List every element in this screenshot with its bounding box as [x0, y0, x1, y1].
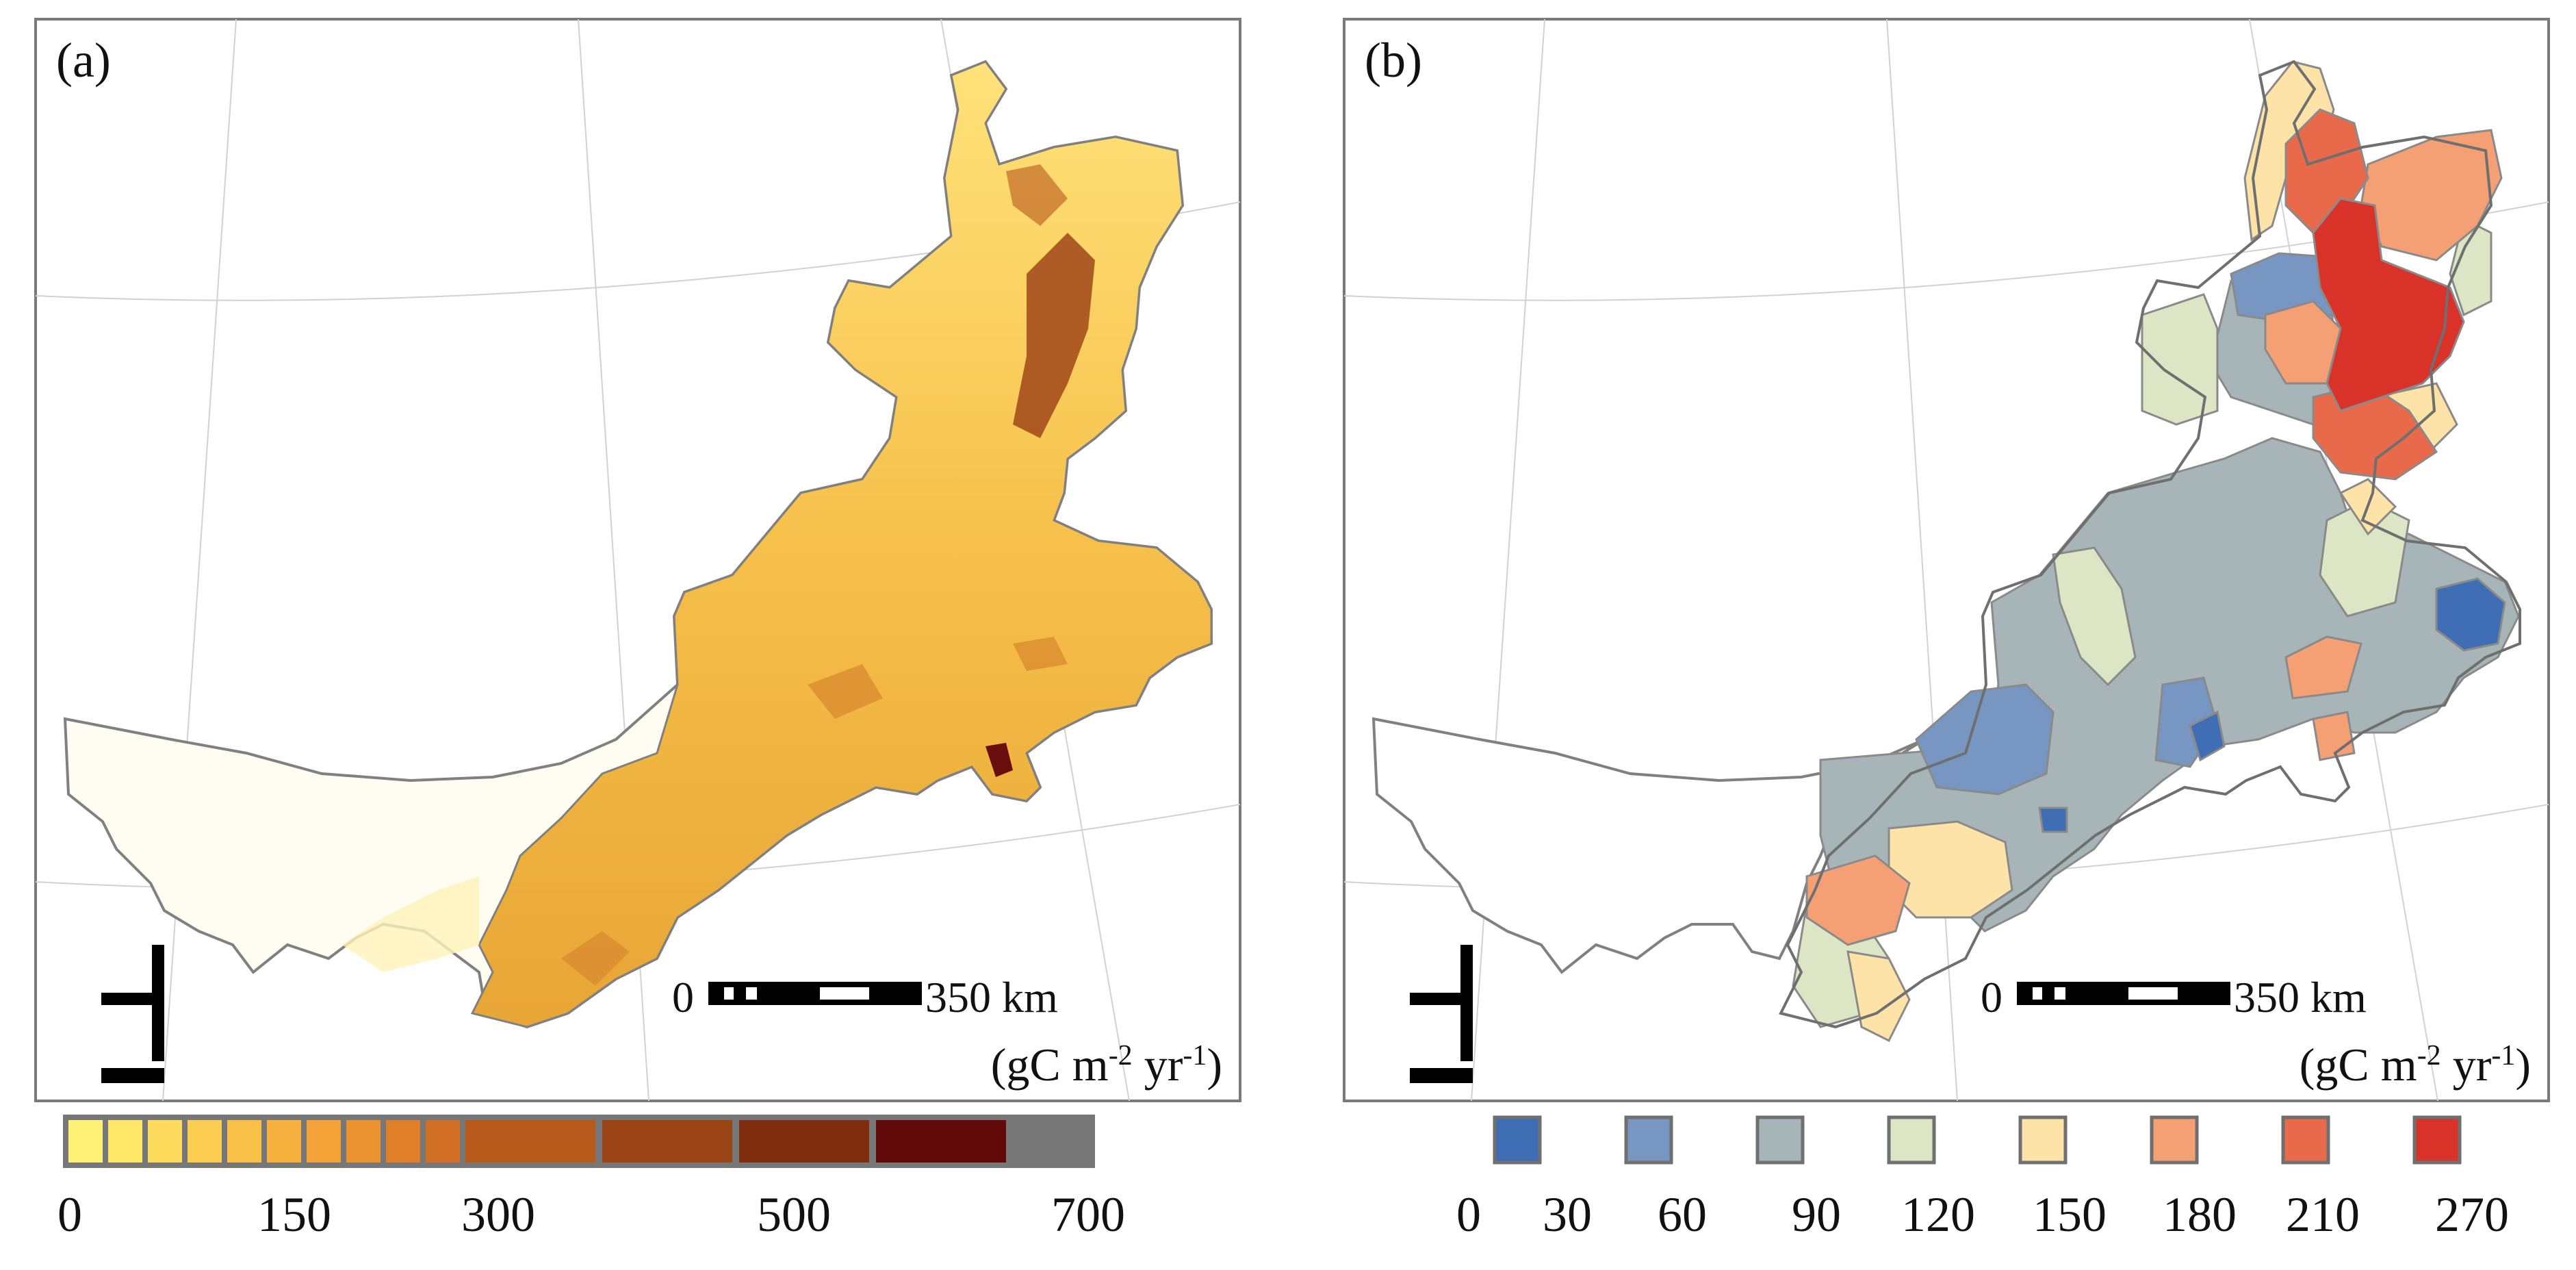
panel-a-unit-label: (gC m-2 yr-1) [991, 1039, 1222, 1091]
panel-b-unit-label: (gC m-2 yr-1) [2300, 1039, 2531, 1091]
legend-b-swatches [1493, 1115, 2462, 1165]
panel-b-class-90-120-northeast [2449, 217, 2493, 317]
legend-a-swatch [876, 1120, 1006, 1163]
legend-b-swatch [2150, 1115, 2199, 1165]
legend-a-swatch [386, 1120, 420, 1163]
legend-b-swatch [1624, 1115, 1673, 1165]
legend-b-swatch [1755, 1115, 1805, 1165]
panel-b-region-boundary [1779, 60, 2521, 1029]
legend-b-tick-label: 60 [1658, 1187, 1707, 1242]
panel-b-scale-zero: 0 [1981, 973, 2002, 1021]
panel-b-class-90-120-central [2052, 546, 2137, 687]
panel-b-class-0-30-east [2435, 577, 2506, 652]
legend-a-tick-label: 0 [57, 1187, 82, 1242]
legend-b-tick-label: 270 [2435, 1187, 2509, 1242]
legend-b-swatch [2018, 1115, 2068, 1165]
legend-b-swatch [2281, 1115, 2330, 1165]
legend-a-swatch [346, 1120, 381, 1163]
panel-a-mid-npp-blobs [561, 637, 1068, 986]
panel-b: (b) 0 350 km (gC m-2 yr-1) [1343, 18, 2550, 1102]
legend-b-tick-label: 90 [1792, 1187, 1841, 1242]
legend-a-swatch [426, 1120, 460, 1163]
legend-a-swatch [108, 1120, 142, 1163]
panel-a-scale-distance: 350 km [925, 973, 1058, 1021]
legend-a-swatch [465, 1120, 595, 1163]
legend-a-swatch [307, 1120, 341, 1163]
legend-a-swatch [739, 1120, 869, 1163]
panel-b-scale-distance: 350 km [2234, 973, 2367, 1021]
legend-b-tick-label: 0 [1456, 1187, 1481, 1242]
legend-a-tick-label: 500 [757, 1187, 831, 1242]
panel-b-class-0-30-south [2038, 710, 2226, 833]
legend-b: 0 30 60 90 120 150 180 210 270 [1456, 1115, 2509, 1242]
panel-b-class-150-180-east [2284, 635, 2362, 761]
legend-b-tick-label: 180 [2163, 1187, 2237, 1242]
legend-b-tick-label: 150 [2033, 1187, 2107, 1242]
panel-b-class-150-180-southwest [1805, 854, 1911, 946]
legend-a-swatch [68, 1120, 103, 1163]
panel-a-dark-spot [986, 743, 1013, 777]
panel-b-label: (b) [1365, 33, 1422, 88]
legend-a-tick-labels: 0 150 300 500 700 [57, 1187, 1125, 1242]
panel-a-scale-zero: 0 [672, 973, 694, 1021]
legend-b-swatch [1493, 1115, 1542, 1165]
panel-b-class-210-270 [2312, 197, 2465, 412]
panel-a-scale-bar: 0 350 km [672, 973, 1058, 1021]
legend-b-swatch [2412, 1115, 2462, 1165]
legend-a-tick-label: 150 [257, 1187, 331, 1242]
panel-a-high-npp-band [1006, 164, 1068, 226]
panel-a-north-arrow-icon [101, 945, 164, 1083]
legend-b-tick-label: 210 [2286, 1187, 2360, 1242]
legend-a-swatches [68, 1120, 1006, 1163]
legend-a-tick-label: 300 [461, 1187, 535, 1242]
legend-a-swatch [267, 1120, 301, 1163]
panel-b-class-30-60-west [1915, 683, 2055, 796]
legend-a: 0 150 300 500 700 [57, 1115, 1125, 1242]
legend-b-tick-label: 30 [1543, 1187, 1592, 1242]
legend-b-swatch [1887, 1115, 1936, 1165]
panel-b-scale-bar: 0 350 km [1981, 973, 2367, 1021]
legend-a-swatch [188, 1120, 222, 1163]
panel-b-north-arrow-icon [1410, 945, 1473, 1083]
panel-a-npp-west-patch [342, 876, 479, 972]
panel-a-label: (a) [56, 33, 111, 88]
legend-b-tick-labels: 0 30 60 90 120 150 180 210 270 [1456, 1187, 2509, 1242]
legend-a-swatch [602, 1120, 732, 1163]
legend-b-tick-label: 120 [1901, 1187, 1975, 1242]
legend-a-swatch [148, 1120, 182, 1163]
panel-a: (a) 0 350 km (gC m-2 yr-1) [34, 18, 1241, 1102]
panel-b-region-outline [1371, 717, 1926, 974]
legend-a-swatch [227, 1120, 261, 1163]
legend-a-tick-label: 700 [1051, 1187, 1125, 1242]
panel-a-high-npp-core [1013, 233, 1095, 438]
